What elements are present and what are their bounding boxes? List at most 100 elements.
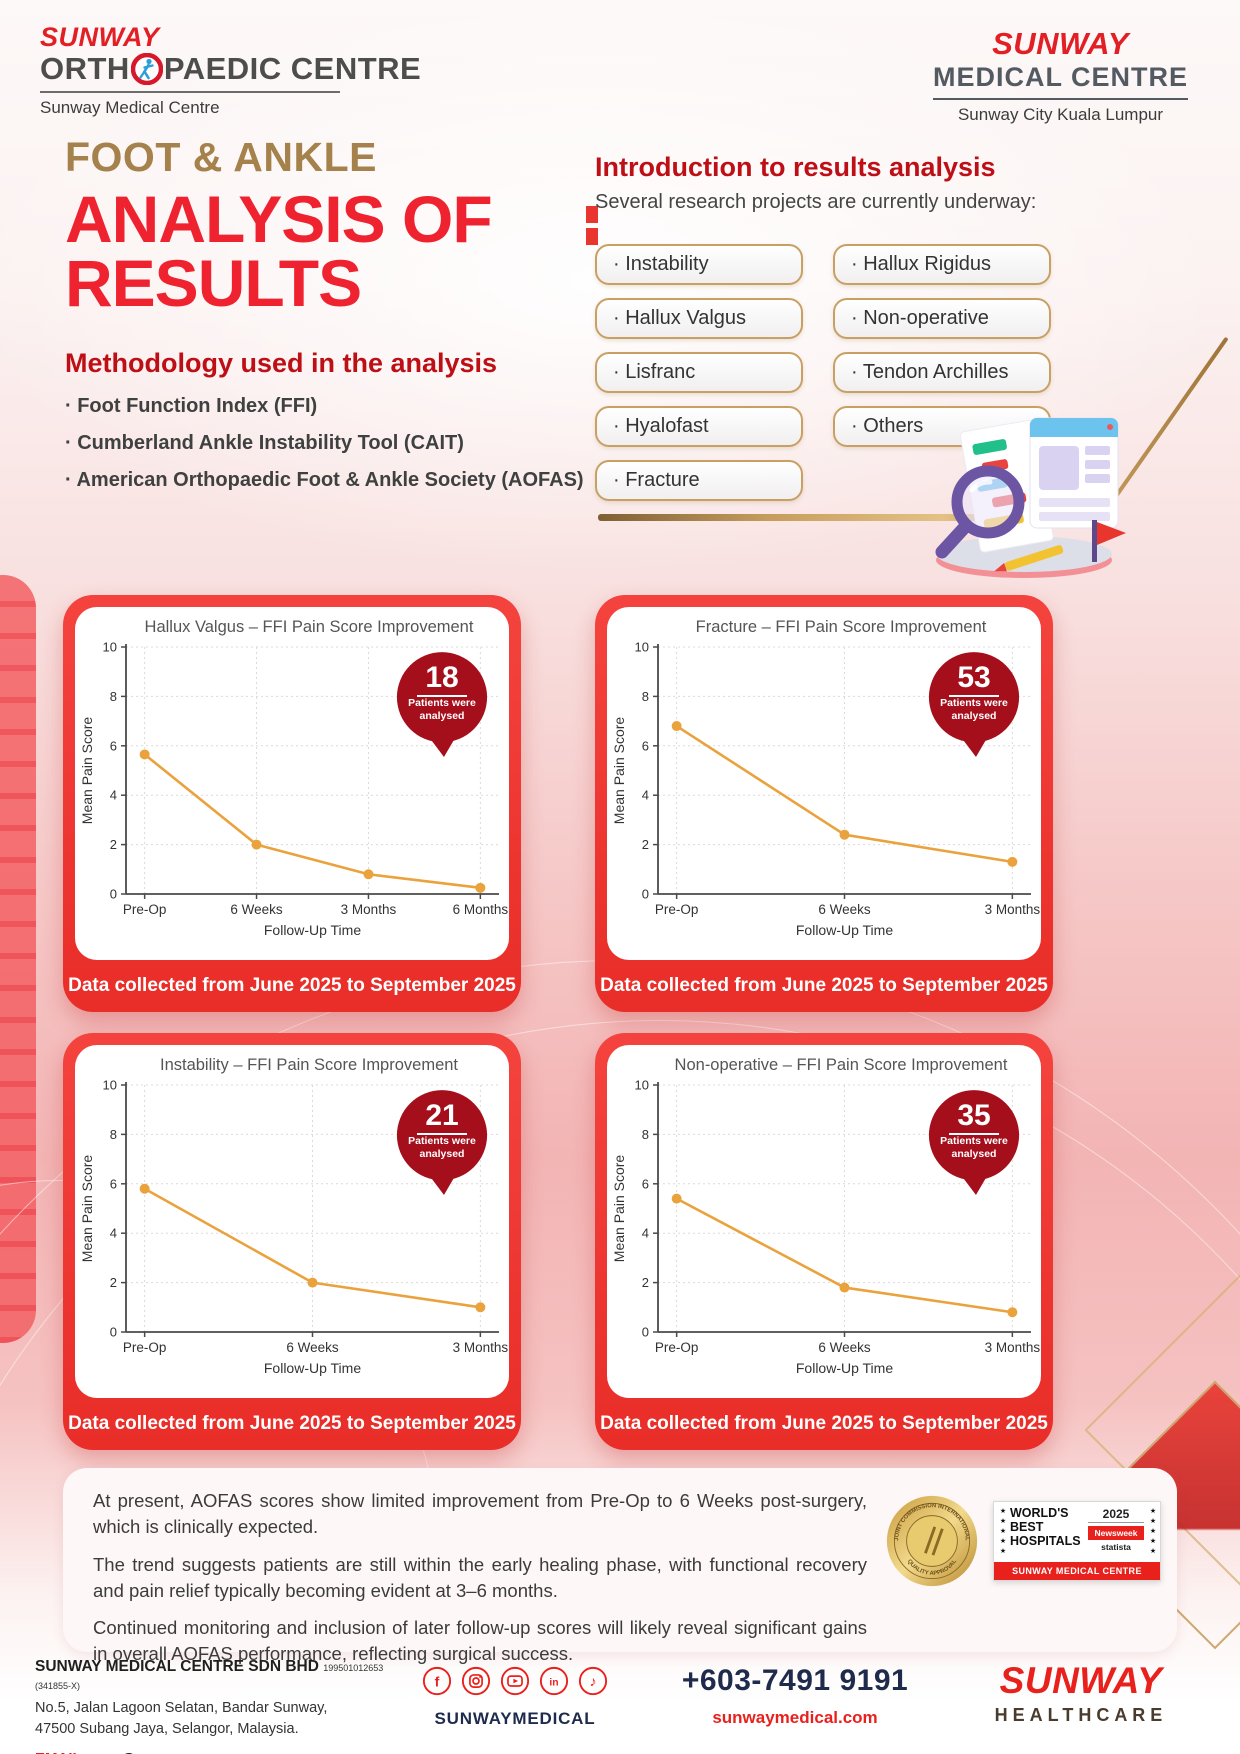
svg-text:4: 4: [110, 788, 117, 803]
award-year: 2025: [1088, 1507, 1144, 1523]
methodology-item: · Foot Function Index (FFI): [65, 395, 318, 417]
patients-label: Patients were: [940, 696, 1008, 709]
svg-text:0: 0: [642, 887, 649, 902]
research-area-pill: · Fracture: [595, 460, 803, 501]
svg-text:Follow-Up Time: Follow-Up Time: [796, 922, 893, 938]
instagram-icon[interactable]: [461, 1666, 491, 1696]
summary-note: At present, AOFAS scores show limited im…: [63, 1468, 1177, 1664]
patients-badge-text: 35 Patients were analysed: [925, 1100, 1023, 1162]
patients-badge: 18 Patients were analysed: [393, 651, 491, 765]
chart-title: Instability – FFI Pain Score Improvement: [159, 1056, 459, 1074]
footer-social-block: f in ♪: [395, 1658, 635, 1754]
data-analysis-illustration: [912, 388, 1132, 585]
svg-text:Pre-Op: Pre-Op: [123, 1340, 167, 1355]
email-link[interactable]: smc@sunway.com.my: [91, 1750, 250, 1754]
patients-label: Patients were: [940, 1134, 1008, 1147]
svg-text:6: 6: [642, 1176, 649, 1191]
research-area-pill: · Hallux Valgus: [595, 298, 803, 339]
line-chart: 0 2 4 6 8 10 Pre-Op 6 Weeks 3 Months Follow-Up Ti…: [611, 1078, 1040, 1377]
chart-panel: Fracture – FFI Pain Score Improvement 0 2…: [607, 607, 1041, 960]
svg-text:6 Weeks: 6 Weeks: [286, 1340, 339, 1355]
gold-divider-bar: [598, 514, 1090, 521]
svg-text:8: 8: [110, 689, 117, 704]
summary-paragraph: The trend suggests patients are still wi…: [93, 1553, 867, 1601]
data-collection-banner: Data collected from June 2025 to Septemb…: [600, 975, 1048, 996]
worlds-best-title: WORLD'S BEST HOSPITALS: [1010, 1506, 1081, 1548]
svg-text:Mean Pain Score: Mean Pain Score: [79, 717, 95, 825]
svg-text:6 Weeks: 6 Weeks: [230, 902, 283, 917]
linkedin-icon[interactable]: in: [539, 1666, 569, 1696]
sunway-wordmark: SUNWAY: [999, 1660, 1163, 1701]
svg-text:Follow-Up Time: Follow-Up Time: [264, 1360, 361, 1376]
research-area-pill: · Non-operative: [833, 298, 1051, 339]
red-marks-decoration: [586, 206, 598, 250]
svg-text:2: 2: [642, 1275, 649, 1290]
sunway-wordmark: SUNWAY: [40, 22, 160, 52]
methodology-heading: Methodology used in the analysis: [65, 348, 498, 378]
awards-block: JOINT COMMISSION INTERNATIONAL QUALITY A…: [885, 1494, 1161, 1588]
page-title-line2: RESULTS: [65, 246, 362, 321]
patients-badge-text: 21 Patients were analysed: [393, 1100, 491, 1162]
patients-count: 18: [417, 662, 467, 697]
introduction-heading: Introduction to results analysis: [595, 152, 996, 182]
patients-count: 53: [949, 662, 999, 697]
healthcare-wordmark: HEALTHCARE: [994, 1705, 1168, 1725]
svg-text:6: 6: [642, 738, 649, 753]
address-line2: 47500 Subang Jaya, Selangor, Malaysia.: [35, 1721, 299, 1738]
svg-text:Pre-Op: Pre-Op: [123, 902, 167, 917]
youtube-icon[interactable]: [500, 1666, 530, 1696]
footer-contact-block: +603-7491 9191 sunwaymedical.com: [635, 1658, 955, 1754]
patients-label: analysed: [419, 710, 465, 723]
introduction-section: Introduction to results analysis Several…: [595, 152, 1095, 501]
svg-text:6 Weeks: 6 Weeks: [818, 902, 871, 917]
social-icons: f in ♪: [395, 1666, 635, 1696]
runner-icon: [130, 53, 163, 86]
research-area-pill: · Lisfranc: [595, 352, 803, 393]
introduction-subheading: Several research projects are currently …: [595, 191, 1037, 213]
svg-text:0: 0: [110, 1325, 117, 1340]
svg-text:0: 0: [642, 1325, 649, 1340]
chart-canvas: 0 2 4 6 8 10 Pre-Op 6 Weeks 3 Months Follow-Up Ti…: [611, 1075, 1041, 1385]
svg-text:0: 0: [110, 887, 117, 902]
phone-number[interactable]: +603-7491 9191: [681, 1664, 909, 1697]
pills-column-right: · Hallux Rigidus · Non-operative · Tendon …: [833, 244, 1051, 501]
research-area-pill: · Instability: [595, 244, 803, 285]
browser-window: [1029, 417, 1119, 529]
svg-text:6: 6: [110, 738, 117, 753]
svg-text:in: in: [549, 1678, 558, 1689]
svg-text:8: 8: [642, 689, 649, 704]
worlds-best-hospitals-badge: ★★★★★ WORLD'S BEST HOSPITALS 2025 Newswe…: [993, 1501, 1161, 1581]
flag-icon: [1092, 520, 1126, 562]
logo-divider: [40, 90, 340, 93]
svg-text:6 Weeks: 6 Weeks: [818, 1340, 871, 1355]
chart-title: Hallux Valgus – FFI Pain Score Improveme…: [144, 618, 474, 636]
svg-text:Mean Pain Score: Mean Pain Score: [611, 717, 627, 825]
statista-logo: statista: [1101, 1542, 1131, 1552]
tiktok-icon[interactable]: ♪: [578, 1666, 608, 1696]
patients-label: analysed: [951, 1148, 997, 1161]
svg-text:3 Months: 3 Months: [985, 902, 1041, 917]
sunway-healthcare-logo: SUNWAY HEALTHCARE: [955, 1658, 1207, 1754]
data-collection-banner: Data collected from June 2025 to Septemb…: [68, 1413, 516, 1434]
svg-text:10: 10: [635, 1078, 649, 1093]
facebook-icon[interactable]: f: [422, 1666, 452, 1696]
patients-badge: 53 Patients were analysed: [925, 651, 1023, 765]
methodology-item: · American Orthopaedic Foot & Ankle Soci…: [65, 469, 584, 491]
chart-panel: Instability – FFI Pain Score Improvement…: [75, 1045, 509, 1398]
company-name: SUNWAY MEDICAL CENTRE SDN BHD: [35, 1658, 319, 1675]
methodology-item: · Cumberland Ankle Instability Tool (CAI…: [65, 432, 464, 454]
website-link[interactable]: sunwaymedical.com: [712, 1708, 878, 1727]
patients-badge: 35 Patients were analysed: [925, 1089, 1023, 1203]
patients-label: analysed: [419, 1148, 465, 1161]
orthopaedic-centre-logo: SUNWAY ORTH PAEDIC CENTRE Sunway Medical…: [40, 22, 421, 118]
chart-card-instability: Instability – FFI Pain Score Improvement…: [63, 1033, 521, 1450]
footer-address-block: SUNWAY MEDICAL CENTRE SDN BHD 1995010126…: [35, 1658, 395, 1754]
svg-text:Follow-Up Time: Follow-Up Time: [264, 922, 361, 938]
stars-left: ★★★★★: [999, 1507, 1006, 1557]
chart-canvas: 0 2 4 6 8 10 Pre-Op 6 Weeks 3 Months 6 Months Foll…: [79, 637, 509, 947]
svg-text:f: f: [435, 1674, 440, 1690]
footer: SUNWAY MEDICAL CENTRE SDN BHD 1995010126…: [35, 1658, 1207, 1754]
research-area-pill: · Tendon Archilles: [833, 352, 1051, 393]
pills-column-left: · Instability · Hallux Valgus · Lisfranc · …: [595, 244, 803, 501]
